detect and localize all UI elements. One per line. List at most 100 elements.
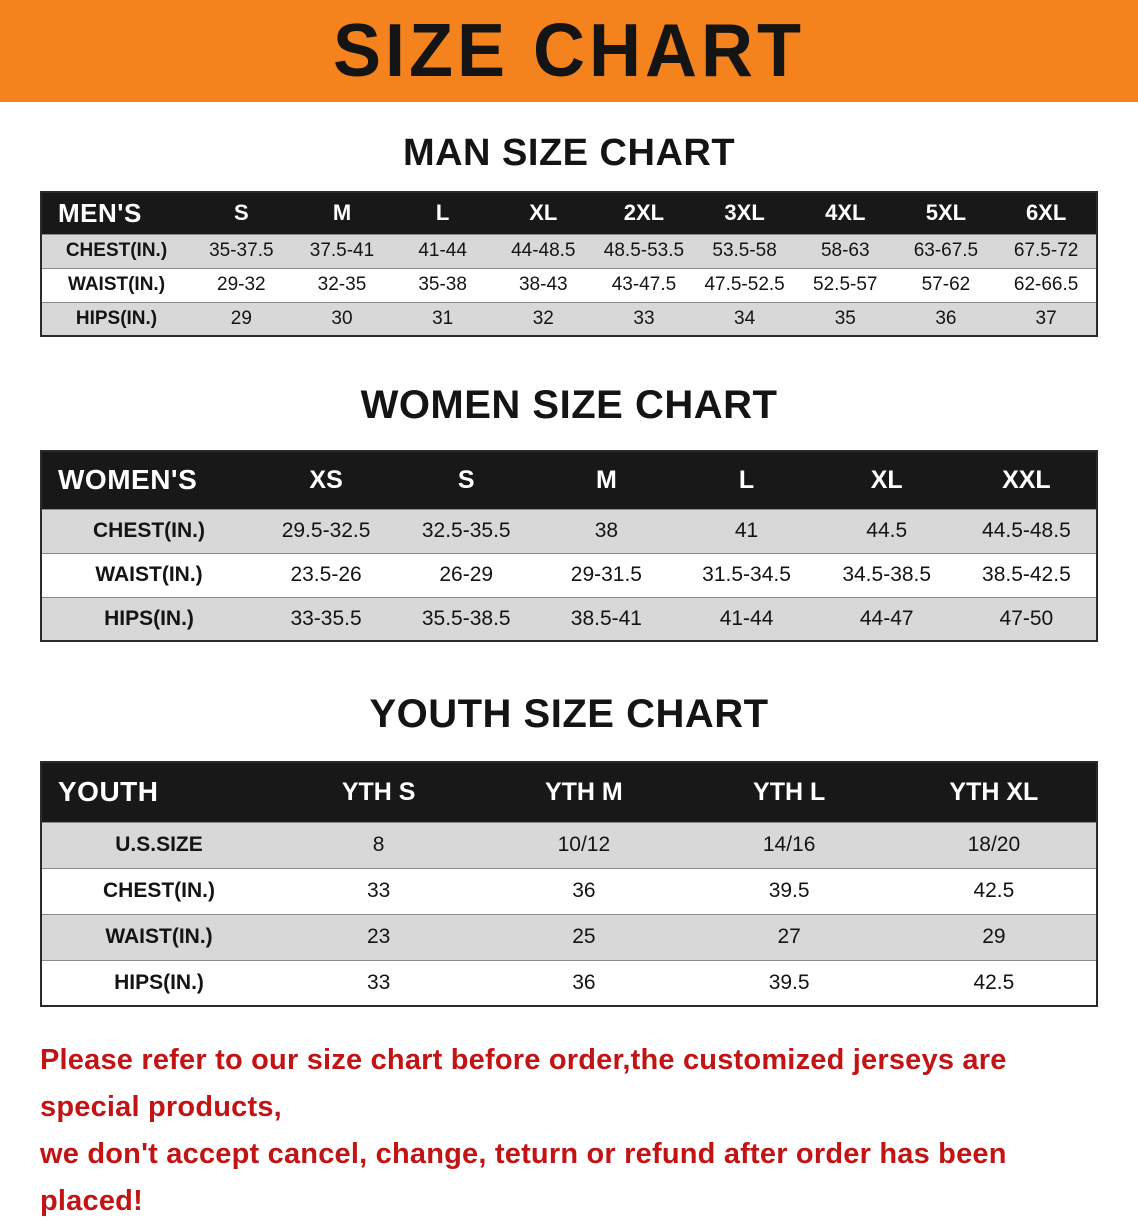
page-title: SIZE CHART [333, 9, 805, 93]
measurement-value: 37.5-41 [309, 240, 375, 261]
measurement-value: 23.5-26 [290, 563, 362, 586]
measurement-value: 29.5-32.5 [281, 519, 371, 542]
measurement-value: 42.5 [973, 879, 1015, 902]
size-column-header: 2XL [593, 192, 695, 234]
measurement-value: 32 [532, 307, 554, 329]
size-column-header: XL [492, 192, 594, 234]
measurement-label: U.S.SIZE [115, 833, 203, 856]
measurement-label: HIPS(IN.) [75, 307, 158, 329]
measurement-value: 42.5 [973, 970, 1015, 994]
measurement-label: CHEST(IN.) [65, 240, 168, 261]
size-charts-container: MAN SIZE CHART MEN'S S M L XL 2XL 3XL 4XL 5XL 6XL C… [0, 132, 1138, 1007]
measurement-value: 57-62 [921, 274, 971, 295]
measurement-label: HIPS(IN.) [114, 970, 204, 994]
size-column-header: 4XL [794, 192, 896, 234]
measurement-value: 48.5-53.5 [603, 240, 685, 261]
measurement-value: 36 [935, 307, 957, 329]
size-column-header: S [396, 451, 537, 509]
measurement-value: 27 [777, 925, 801, 948]
measurement-value: 14/16 [762, 833, 816, 856]
measurement-value: 33-35.5 [290, 606, 362, 630]
measurement-value: 31.5-34.5 [702, 563, 791, 586]
measurement-value: 44.5 [866, 519, 908, 542]
measurement-value: 32.5-35.5 [421, 519, 511, 542]
measurement-value: 31 [432, 307, 454, 329]
measurement-label: CHEST(IN.) [93, 519, 205, 542]
measurement-value: 29 [230, 307, 252, 329]
measurement-label: CHEST(IN.) [103, 879, 215, 902]
measurement-row: WAIST(IN.) 23.5-26 26-29 29-31.5 31.5-34.5 34… [41, 553, 1097, 597]
measurement-row: U.S.SIZE 8 10/12 14/16 18/20 [41, 822, 1097, 868]
measurement-value: 44-47 [859, 606, 914, 630]
men-header-row: MEN'S S M L XL 2XL 3XL 4XL 5XL 6XL [41, 192, 1097, 234]
youth-size-chart-heading: YOUTH SIZE CHART [369, 692, 769, 736]
size-column-header: 6XL [996, 192, 1097, 234]
measurement-value: 33 [633, 307, 655, 329]
youth-size-table: YOUTH YTH S YTH M YTH L YTH XL U.S.SIZE 8 10/12… [40, 761, 1098, 1007]
measurement-value: 23 [366, 925, 391, 948]
measurement-label: WAIST(IN.) [105, 925, 213, 948]
measurement-row: HIPS(IN.) 33 36 39.5 42.5 [41, 960, 1097, 1006]
measurement-row: CHEST(IN.) 29.5-32.5 32.5-35.5 38 41 44.5 44.5… [41, 509, 1097, 553]
measurement-value: 44.5-48.5 [982, 519, 1071, 542]
size-column-header: YTH L [686, 762, 892, 822]
measurement-value: 30 [331, 307, 353, 329]
measurement-value: 35.5-38.5 [421, 606, 511, 630]
measurement-value: 41-44 [418, 240, 467, 261]
measurement-label: WAIST(IN.) [95, 563, 203, 586]
women-corner-label: WOMEN'S [41, 451, 256, 509]
measurement-value: 35-38 [418, 274, 467, 295]
men-size-table: MEN'S S M L XL 2XL 3XL 4XL 5XL 6XL CHEST(IN.) 35-37… [40, 191, 1098, 337]
measurement-value: 63-67.5 [913, 240, 979, 261]
measurement-row: HIPS(IN.) 29 30 31 32 33 34 35 36 37 [41, 302, 1097, 336]
measurement-value: 37 [1035, 307, 1057, 329]
measurement-value: 52.5-57 [813, 274, 878, 295]
measurement-row: HIPS(IN.) 33-35.5 35.5-38.5 38.5-41 41-44 44-… [41, 597, 1097, 641]
measurement-value: 10/12 [557, 833, 611, 856]
measurement-value: 36 [572, 879, 596, 902]
size-column-header: S [191, 192, 292, 234]
measurement-value: 29-32 [217, 274, 266, 295]
measurement-value: 34 [734, 307, 756, 329]
size-column-header: 3XL [694, 192, 795, 234]
size-column-header: M [536, 451, 677, 509]
youth-corner-label: YOUTH [41, 762, 276, 822]
measurement-value: 8 [372, 833, 385, 856]
banner: SIZE CHART [0, 0, 1138, 102]
measurement-value: 43-47.5 [611, 274, 677, 295]
measurement-value: 62-66.5 [1013, 274, 1079, 295]
measurement-value: 67.5-72 [1013, 240, 1079, 261]
measurement-value: 39.5 [768, 879, 810, 902]
notice-line-2: we don't accept cancel, change, teturn o… [40, 1137, 1007, 1217]
measurement-value: 38-43 [518, 274, 568, 295]
women-size-chart-section: WOMEN SIZE CHART WOMEN'S XS S M L XL XXL CHEST(I… [0, 383, 1138, 642]
measurement-label: WAIST(IN.) [67, 274, 166, 295]
measurement-value: 26-29 [439, 563, 494, 586]
measurement-value: 35 [834, 307, 856, 329]
measurement-value: 25 [572, 925, 596, 948]
measurement-value: 47.5-52.5 [704, 274, 785, 295]
youth-header-row: YOUTH YTH S YTH M YTH L YTH XL [41, 762, 1097, 822]
measurement-value: 32-35 [317, 274, 367, 295]
youth-size-chart-section: YOUTH SIZE CHART YOUTH YTH S YTH M YTH L YTH … [0, 692, 1138, 1007]
measurement-label: HIPS(IN.) [104, 606, 194, 630]
size-column-header: YTH S [276, 762, 482, 822]
notice-line-1: Please refer to our size chart before or… [40, 1044, 1007, 1123]
measurement-value: 38.5-42.5 [982, 563, 1071, 586]
measurement-value: 34.5-38.5 [842, 563, 932, 586]
size-column-header: YTH XL [891, 762, 1097, 822]
measurement-value: 35-37.5 [209, 240, 274, 261]
size-column-header: 5XL [895, 192, 997, 234]
footer-notice: Please refer to our size chart before or… [40, 1037, 1098, 1225]
size-column-header: XL [816, 451, 957, 509]
measurement-value: 41-44 [719, 606, 774, 630]
size-column-header: L [392, 192, 493, 234]
women-size-table: WOMEN'S XS S M L XL XXL CHEST(IN.) 29.5-32.5 32.5… [40, 450, 1098, 642]
size-column-header: XS [256, 451, 397, 509]
measurement-value: 33 [366, 879, 391, 902]
women-size-chart-heading: WOMEN SIZE CHART [360, 383, 778, 427]
men-corner-label: MEN'S [41, 192, 191, 234]
size-column-header: XXL [956, 451, 1097, 509]
women-header-row: WOMEN'S XS S M L XL XXL [41, 451, 1097, 509]
size-column-header: YTH M [481, 762, 687, 822]
